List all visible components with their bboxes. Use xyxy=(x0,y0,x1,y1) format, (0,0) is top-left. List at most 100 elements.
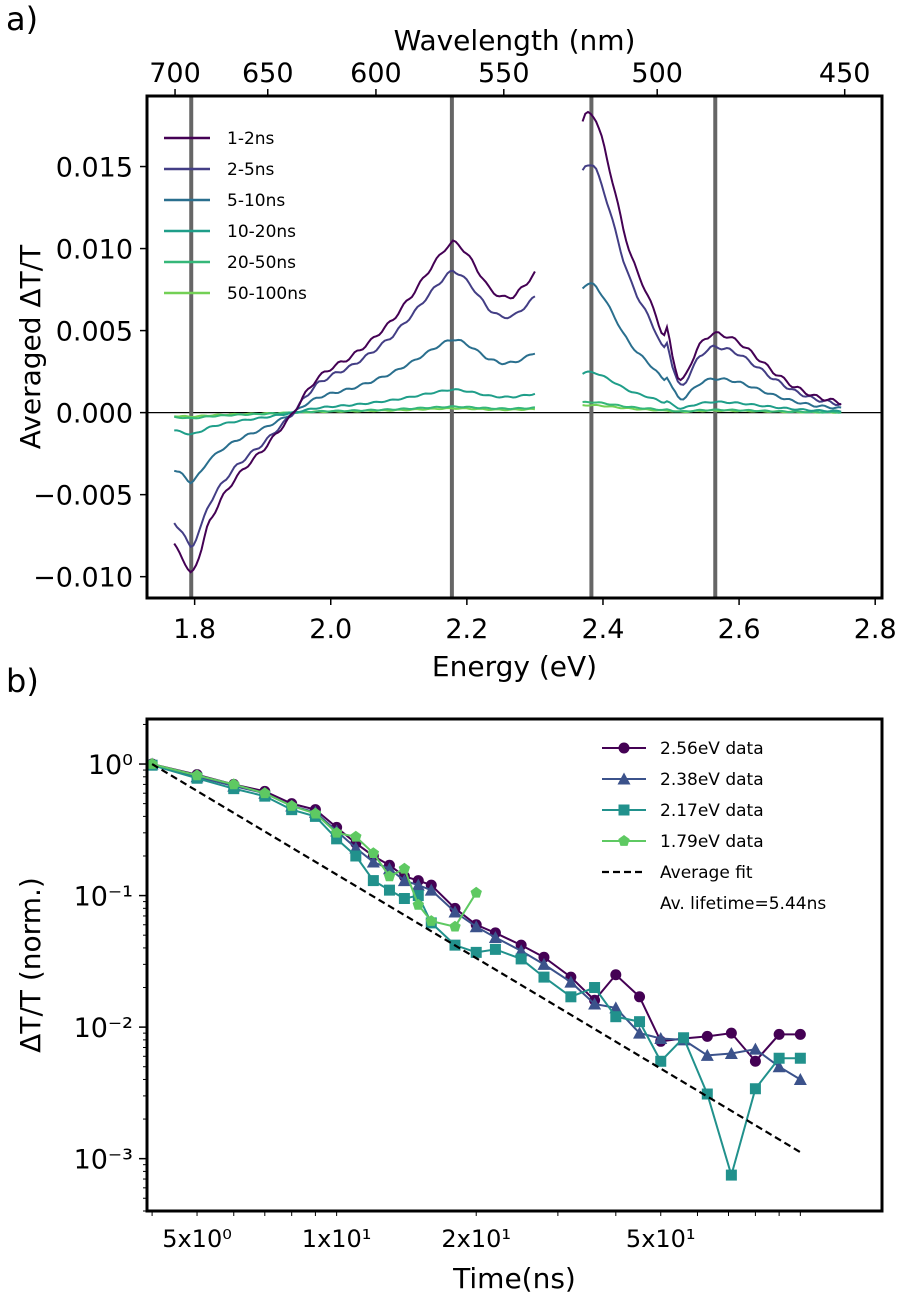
data-point-2.17eV data xyxy=(589,982,601,994)
y-tick-label: 10⁻¹ xyxy=(74,882,133,913)
x-tick-label: 2.4 xyxy=(581,614,624,645)
data-point-2.38eV data xyxy=(537,957,551,970)
y-tick-label: 0.000 xyxy=(56,399,133,430)
data-point-1.79eV data xyxy=(367,847,380,859)
data-point-2.17eV data xyxy=(634,1016,646,1028)
legend-label-2.17eV data: 2.17eV data xyxy=(660,801,764,821)
data-point-2.17eV data xyxy=(412,890,424,902)
data-point-2.17eV data xyxy=(470,946,482,958)
data-point-2.17eV data xyxy=(538,971,550,983)
data-point-2.17eV data xyxy=(701,1088,713,1100)
data-point-2.38eV data xyxy=(724,1047,738,1060)
series-50-100ns-segment-1 xyxy=(174,406,536,419)
x-tick-label: 2.2 xyxy=(445,614,488,645)
x-axis-label: Energy (eV) xyxy=(432,650,597,683)
series-1-2ns-segment-2 xyxy=(581,110,842,406)
series-5-10ns-segment-1 xyxy=(173,338,536,485)
top-tick-label: 700 xyxy=(149,58,201,89)
decay-chart: 10⁰ 10⁻¹ 10⁻² 10⁻³ 5x10⁰ 1x10¹ 2x10¹ 5x10¹ Time(… xyxy=(14,717,884,1295)
x-tick-label: 1x10¹ xyxy=(302,1225,372,1253)
top-tick-label: 500 xyxy=(631,58,683,89)
data-point-2.56eV data xyxy=(538,951,550,963)
y-tick-label: 0.010 xyxy=(56,235,133,266)
data-point-2.38eV data xyxy=(424,883,438,896)
panel-b-label: b) xyxy=(6,662,39,700)
series-2-5ns-segment-1 xyxy=(173,269,536,549)
x-tick-label: 2.8 xyxy=(854,614,897,645)
series-10-20ns-segment-2 xyxy=(582,370,842,413)
data-point-2.38eV data xyxy=(748,1042,762,1055)
data-point-1.79eV data xyxy=(425,915,437,926)
panel-a-label: a) xyxy=(6,0,38,38)
y-axis-label: Averaged ΔT/T xyxy=(14,244,47,449)
series-line-1.79eV data xyxy=(151,763,478,928)
data-point-2.17eV data xyxy=(367,875,379,887)
data-point-2.56eV data xyxy=(794,1028,806,1040)
y-axis-label: ΔT/T (norm.) xyxy=(14,877,47,1053)
data-point-2.56eV data xyxy=(725,1027,737,1039)
data-point-2.17eV data xyxy=(489,943,501,955)
series-20-50ns-segment-2 xyxy=(582,400,842,414)
data-point-2.38eV data xyxy=(488,931,502,944)
top-tick-label: 650 xyxy=(242,58,294,89)
x-tick-label: 5x10⁰ xyxy=(162,1225,232,1253)
legend-label-1.79eV data: 1.79eV data xyxy=(660,832,764,852)
series-1-2ns-segment-1 xyxy=(173,239,536,574)
x-tick-label: 2x10¹ xyxy=(441,1225,511,1253)
data-point-2.56eV data xyxy=(610,969,622,981)
data-point-1.79eV data xyxy=(470,886,482,898)
data-point-2.17eV data xyxy=(515,953,527,965)
series-10-20ns-segment-1 xyxy=(174,388,536,436)
top-tick-label: 550 xyxy=(478,58,530,89)
data-point-2.38eV data xyxy=(609,1001,623,1014)
top-tick-label: 450 xyxy=(819,58,871,89)
data-point-2.17eV data xyxy=(749,1083,761,1095)
data-point-2.56eV data xyxy=(701,1030,713,1042)
y-tick-label: 10⁻² xyxy=(74,1013,133,1044)
series-line-2.17eV data xyxy=(151,764,801,1179)
data-point-2.38eV data xyxy=(514,944,528,957)
series-2-5ns-segment-2 xyxy=(581,164,842,407)
data-point-2.38eV data xyxy=(588,997,602,1010)
data-point-2.17eV data xyxy=(350,850,362,862)
data-point-1.79eV data xyxy=(383,870,396,882)
y-tick-label: 0.015 xyxy=(56,153,133,184)
data-point-2.38eV data xyxy=(397,874,411,887)
x-tick-label: 1.8 xyxy=(173,614,216,645)
data-point-2.17eV data xyxy=(725,1169,737,1181)
legend-marker-2.38eV data xyxy=(617,772,631,785)
data-point-1.79eV data xyxy=(449,920,461,932)
data-point-2.17eV data xyxy=(383,884,395,896)
data-point-2.38eV data xyxy=(772,1060,786,1073)
y-tick-label: −0.010 xyxy=(33,563,133,594)
data-point-1.79eV data xyxy=(350,830,362,842)
data-point-2.17eV data xyxy=(773,1052,785,1064)
data-point-2.56eV data xyxy=(634,991,646,1003)
data-point-2.56eV data xyxy=(773,1028,785,1040)
legend-marker-2.56eV data xyxy=(618,742,630,754)
legend-label-20-50ns: 20-50ns xyxy=(227,253,296,273)
data-point-2.38eV data xyxy=(448,905,462,918)
data-point-1.79eV data xyxy=(330,826,343,838)
legend-label-50-100ns: 50-100ns xyxy=(227,284,307,304)
legend-label-2-5ns: 2-5ns xyxy=(227,160,275,180)
data-point-1.79eV data xyxy=(412,898,424,910)
data-point-2.17eV data xyxy=(565,991,577,1003)
legend-marker-1.79eV data xyxy=(618,835,630,846)
data-point-2.38eV data xyxy=(469,920,483,933)
top-tick-label: 600 xyxy=(350,58,402,89)
top-axis-label: Wavelength (nm) xyxy=(394,24,636,57)
legend-label-5-10ns: 5-10ns xyxy=(227,191,285,211)
data-point-1.79eV data xyxy=(259,787,271,799)
data-point-2.17eV data xyxy=(331,833,343,845)
series-20-50ns-segment-1 xyxy=(174,405,536,420)
x-tick-label: 2.0 xyxy=(309,614,352,645)
legend-marker-2.17eV data xyxy=(618,804,630,816)
x-axis-label: Time(ns) xyxy=(452,1262,576,1295)
x-tick-label: 2.6 xyxy=(718,614,761,645)
data-point-1.79eV data xyxy=(285,799,298,811)
data-point-2.38eV data xyxy=(793,1072,807,1085)
data-point-2.17eV data xyxy=(398,893,410,905)
y-tick-label: 0.005 xyxy=(56,317,133,348)
